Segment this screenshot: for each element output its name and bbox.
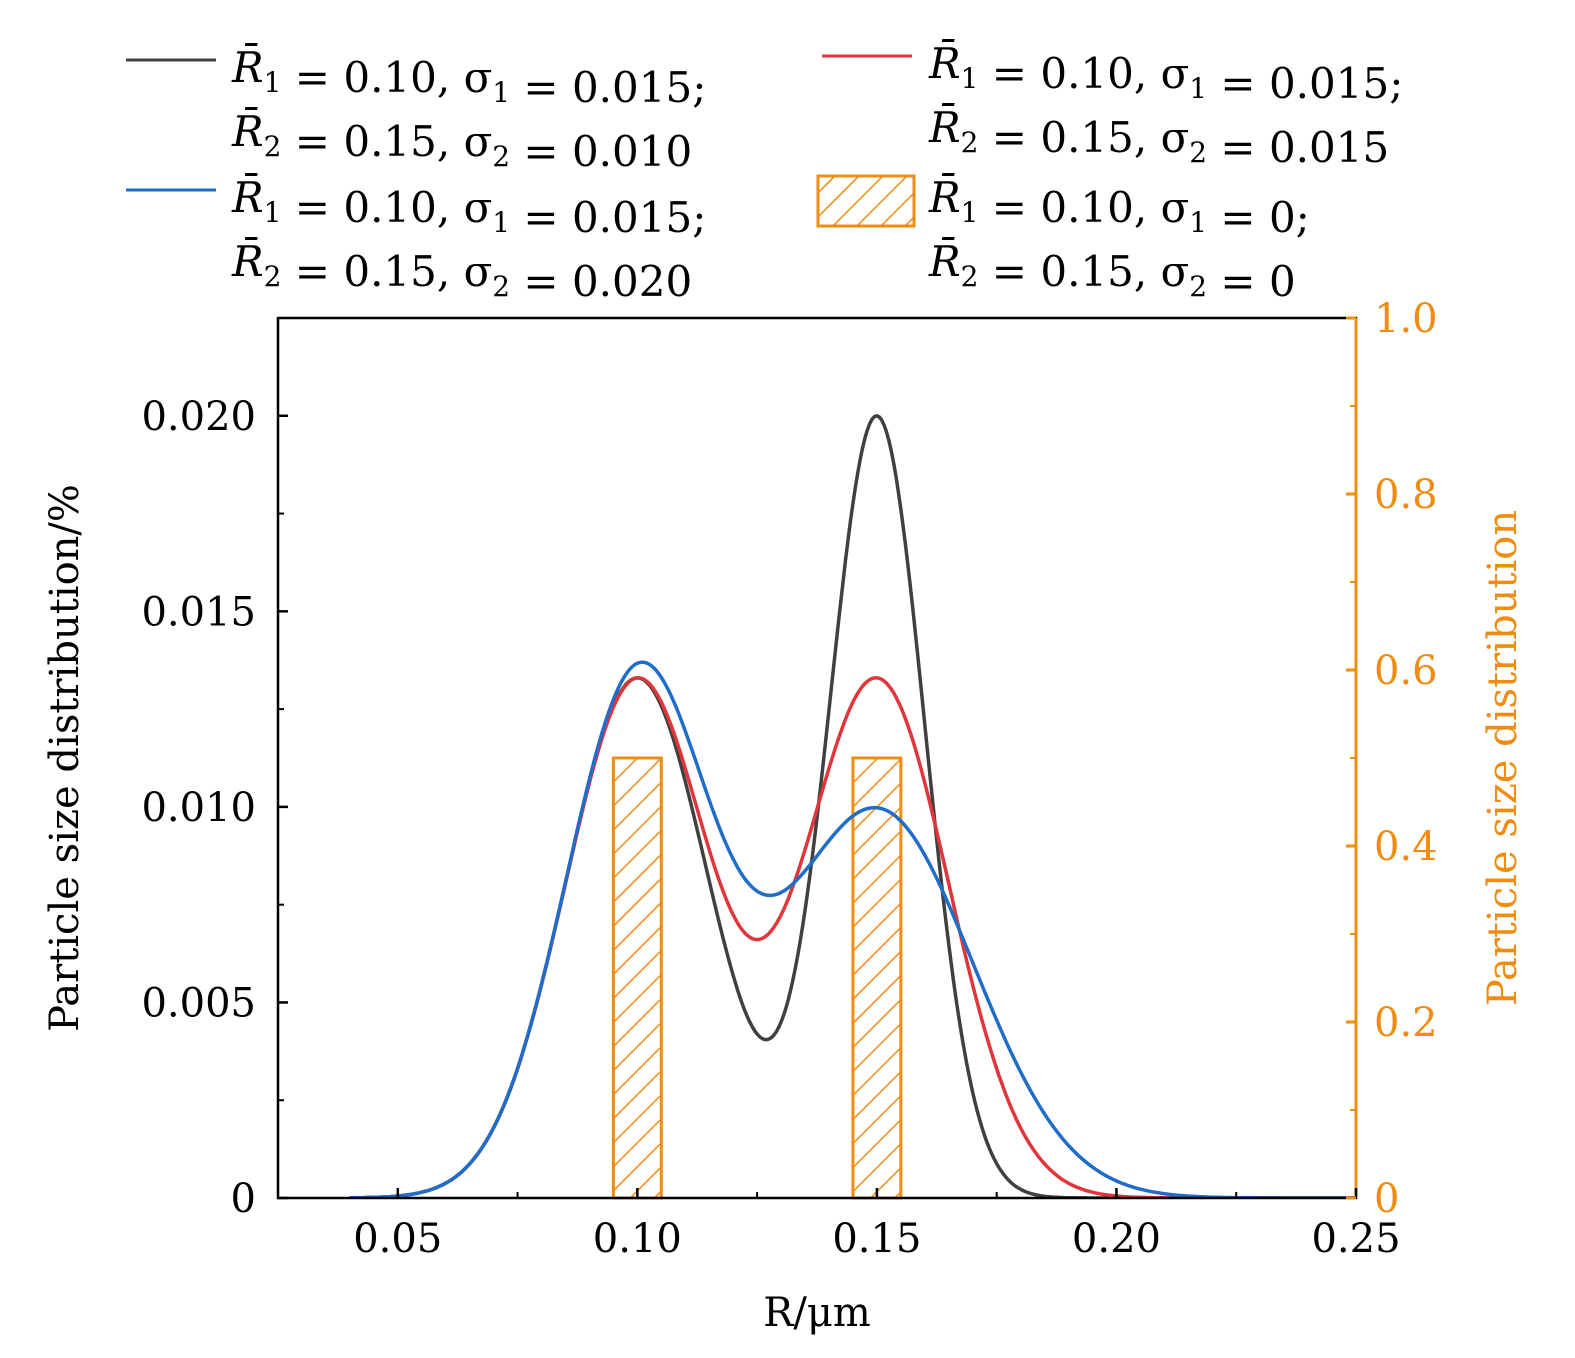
y2-tick-label: 0.4 (1374, 824, 1438, 870)
y-axis: 0 0.005 0.010 0.015 0.020 (141, 394, 288, 1222)
legend-text-part: = 0.15, σ (281, 117, 492, 166)
legend-label-line: R̄2 = 0.15, σ2 = 0.010 (231, 105, 692, 176)
legend-subscript: 2 (961, 126, 979, 159)
legend-text-part: = 0.020 (510, 257, 692, 306)
legend-text-part: = 0.015; (1207, 59, 1403, 108)
legend-subscript: 1 (1189, 206, 1207, 239)
legend-text-part: = 0.15, σ (978, 247, 1189, 296)
distribution-curve (349, 660, 1356, 1198)
legend-label-line: R̄2 = 0.15, σ2 = 0.015 (928, 101, 1389, 172)
y2-tick-label: 1.0 (1374, 296, 1438, 342)
hatched-bar (851, 756, 903, 1200)
plot-frame (276, 316, 1358, 1200)
x-tick-label: 0.25 (1311, 1216, 1400, 1262)
legend-text-part: = 0 (1207, 257, 1296, 306)
legend-text-part: = 0.10, σ (281, 183, 492, 232)
legend-text-part: R̄ (231, 235, 264, 286)
y-tick-label: 0.020 (141, 394, 256, 440)
legend-subscript: 1 (492, 76, 510, 109)
legend-subscript: 1 (961, 62, 979, 95)
legend-subscript: 1 (492, 206, 510, 239)
bar-series (611, 756, 903, 1200)
hatched-bar (611, 756, 663, 1200)
legend-label-line: R̄2 = 0.15, σ2 = 0 (928, 235, 1296, 306)
legend-text-part: R̄ (928, 101, 961, 152)
legend-subscript: 2 (492, 270, 510, 303)
x-tick-label: 0.15 (832, 1216, 921, 1262)
legend-label-line: R̄1 = 0.10, σ1 = 0.015; (231, 41, 706, 112)
y2-tick-label: 0 (1374, 1176, 1399, 1222)
x-axis-title: R/μm (763, 1290, 871, 1336)
legend-subscript: 2 (492, 140, 510, 173)
legend-text-part: R̄ (928, 235, 961, 286)
legend-text-part: = 0.10, σ (281, 53, 492, 102)
legend-label-line: R̄1 = 0.10, σ1 = 0; (928, 171, 1310, 242)
y2-tick-label: 0.6 (1374, 648, 1438, 694)
legend-text-part: = 0.10, σ (978, 49, 1189, 98)
legend-text-part: = 0.015; (510, 63, 706, 112)
legend-hatch-swatch (816, 174, 916, 228)
y-axis-title: Particle size distribution/% (42, 484, 88, 1032)
line-series (349, 414, 1356, 1198)
y2-tick-label: 0.8 (1374, 472, 1438, 518)
legend-subscript: 1 (264, 196, 282, 229)
legend-text-part: = 0.15, σ (978, 113, 1189, 162)
x-axis: 0.05 0.10 0.15 0.20 0.25 (353, 1188, 1401, 1262)
legend-subscript: 1 (1189, 72, 1207, 105)
legend-subscript: 2 (961, 260, 979, 293)
legend-label-line: R̄2 = 0.15, σ2 = 0.020 (231, 235, 692, 306)
legend-text-part: R̄ (231, 105, 264, 156)
legend-subscript: 1 (264, 66, 282, 99)
legend: R̄1 = 0.10, σ1 = 0.015;R̄2 = 0.15, σ2 = … (126, 37, 1403, 306)
y-tick-label: 0.015 (141, 589, 256, 635)
y-tick-label: 0.005 (141, 980, 256, 1026)
legend-text-part: = 0.010 (510, 127, 692, 176)
legend-subscript: 2 (1189, 136, 1207, 169)
legend-text-part: R̄ (928, 37, 961, 88)
legend-subscript: 2 (264, 130, 282, 163)
legend-text-part: = 0; (1207, 193, 1310, 242)
legend-label-line: R̄1 = 0.10, σ1 = 0.015; (928, 37, 1403, 108)
legend-text-part: = 0.015 (1207, 123, 1389, 172)
legend-subscript: 2 (264, 260, 282, 293)
x-tick-label: 0.05 (353, 1216, 442, 1262)
x-tick-label: 0.10 (593, 1216, 682, 1262)
y2-axis-title: Particle size distribution (1480, 510, 1526, 1006)
legend-text-part: = 0.15, σ (281, 247, 492, 296)
y2-tick-label: 0.2 (1374, 1000, 1438, 1046)
legend-subscript: 1 (961, 196, 979, 229)
legend-label-line: R̄1 = 0.10, σ1 = 0.015; (231, 171, 706, 242)
legend-text-part: = 0.10, σ (978, 183, 1189, 232)
legend-subscript: 2 (1189, 270, 1207, 303)
y2-axis: 0 0.2 0.4 0.6 0.8 1.0 (1346, 296, 1438, 1222)
y-tick-label: 0.010 (141, 785, 256, 831)
legend-text-part: R̄ (928, 171, 961, 222)
y-tick-label: 0 (231, 1176, 256, 1222)
legend-text-part: = 0.015; (510, 193, 706, 242)
x-tick-label: 0.20 (1072, 1216, 1161, 1262)
legend-text-part: R̄ (231, 171, 264, 222)
legend-text-part: R̄ (231, 41, 264, 92)
